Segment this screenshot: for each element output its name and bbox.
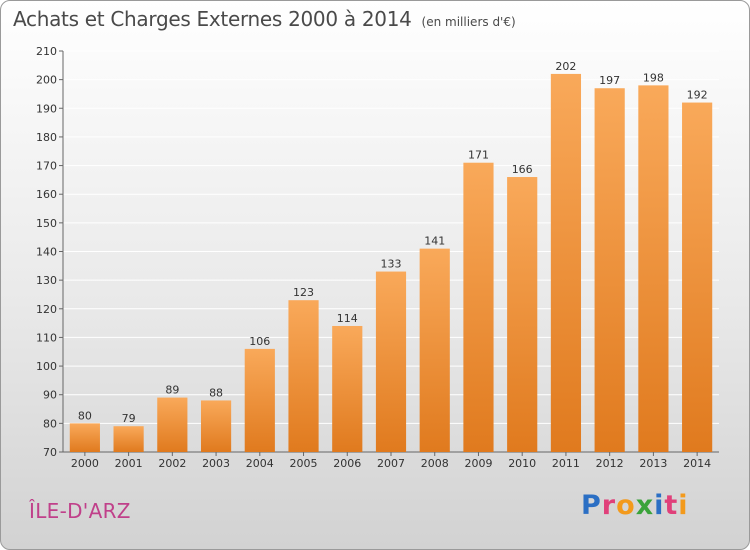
data-label: 141 — [424, 235, 445, 248]
chart-title: Achats et Charges Externes 2000 à 2014 (e… — [13, 7, 516, 31]
data-label: 133 — [381, 258, 402, 271]
bar-2009 — [463, 162, 494, 452]
data-label: 197 — [599, 74, 620, 87]
x-tick-label: 2008 — [421, 457, 449, 470]
logo-letter: o — [616, 490, 636, 521]
data-label: 192 — [687, 89, 708, 102]
commune-name: ÎLE-D'ARZ — [29, 499, 131, 523]
y-tick-label: 120 — [36, 303, 57, 316]
proxiti-logo[interactable]: Proxiti — [581, 490, 689, 521]
logo-letter: P — [581, 490, 602, 521]
data-label: 198 — [643, 71, 664, 84]
x-tick-label: 2014 — [683, 457, 711, 470]
bar-2001 — [113, 426, 144, 452]
bar-2003 — [200, 400, 232, 452]
logo-letter: x — [635, 490, 655, 521]
x-tick-label: 2005 — [290, 457, 318, 470]
chart-title-text: Achats et Charges Externes 2000 à 2014 — [13, 7, 412, 31]
bar-2005 — [288, 300, 319, 452]
bar-2012 — [594, 88, 625, 452]
y-tick-label: 210 — [36, 45, 57, 58]
x-tick-label: 2009 — [464, 457, 492, 470]
y-tick-label: 160 — [36, 188, 57, 201]
bar-2008 — [419, 248, 450, 452]
y-tick-label: 170 — [36, 160, 57, 173]
x-tick-label: 2011 — [552, 457, 580, 470]
y-tick-label: 90 — [43, 389, 57, 402]
data-label: 114 — [337, 312, 358, 325]
bar-2007 — [375, 271, 407, 452]
data-label: 123 — [293, 286, 314, 299]
bar-2010 — [507, 177, 538, 452]
y-tick-label: 180 — [36, 131, 57, 144]
x-tick-label: 2013 — [639, 457, 667, 470]
x-tick-label: 2010 — [508, 457, 536, 470]
x-tick-label: 2000 — [71, 457, 99, 470]
data-label: 202 — [555, 60, 576, 73]
bar-2011 — [550, 73, 582, 453]
data-label: 89 — [165, 384, 179, 397]
data-label: 106 — [249, 335, 270, 348]
y-tick-label: 190 — [36, 102, 57, 115]
x-tick-label: 2003 — [202, 457, 230, 470]
logo-letter: i — [678, 490, 689, 521]
logo-letter: t — [664, 490, 679, 521]
y-tick-label: 130 — [36, 274, 57, 287]
bar-2013 — [638, 85, 669, 452]
y-tick-label: 110 — [36, 331, 57, 344]
data-label: 171 — [468, 149, 489, 162]
data-label: 80 — [78, 409, 92, 422]
y-tick-label: 150 — [36, 217, 57, 230]
bar-2000 — [69, 423, 100, 452]
chart-unit: (en milliers d'€) — [421, 15, 516, 29]
bar-2004 — [244, 348, 275, 452]
bar-2014 — [682, 102, 713, 453]
data-label: 88 — [209, 386, 223, 399]
y-tick-label: 100 — [36, 360, 57, 373]
data-label: 166 — [512, 163, 533, 176]
logo-letter: r — [601, 490, 617, 521]
x-tick-label: 2001 — [115, 457, 143, 470]
logo-letter: i — [654, 490, 665, 521]
x-tick-label: 2006 — [333, 457, 361, 470]
x-tick-label: 2012 — [596, 457, 624, 470]
x-tick-label: 2004 — [246, 457, 274, 470]
x-tick-label: 2007 — [377, 457, 405, 470]
y-tick-label: 70 — [43, 446, 57, 459]
bar-2006 — [332, 325, 363, 452]
y-tick-label: 80 — [43, 417, 57, 430]
data-label: 79 — [122, 412, 136, 425]
bar-2002 — [157, 397, 188, 452]
x-tick-label: 2002 — [158, 457, 186, 470]
y-tick-label: 200 — [36, 74, 57, 87]
y-tick-label: 140 — [36, 246, 57, 259]
